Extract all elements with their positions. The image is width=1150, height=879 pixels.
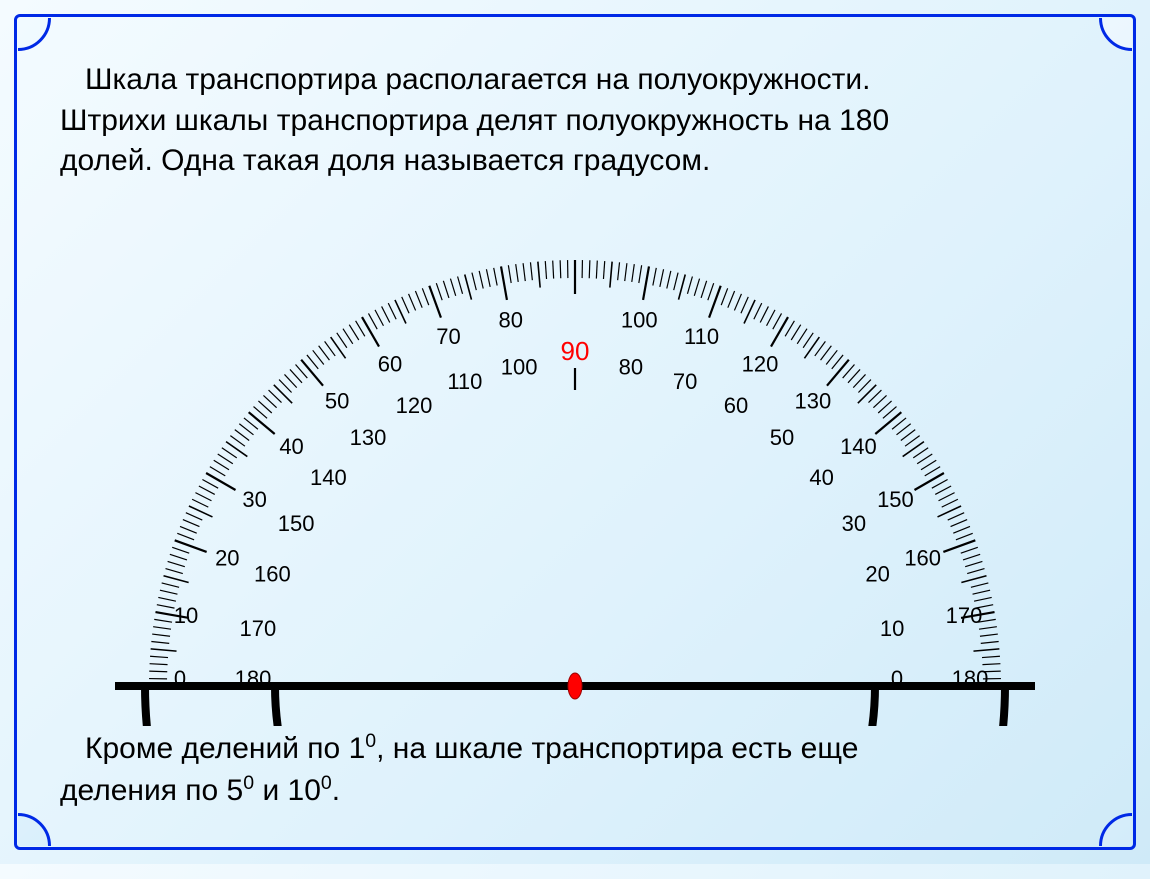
bottom-after1: , на шкале транспортира есть еще [376, 732, 858, 765]
svg-text:70: 70 [673, 369, 697, 394]
svg-text:150: 150 [278, 511, 315, 536]
svg-text:40: 40 [809, 465, 833, 490]
svg-text:100: 100 [621, 307, 658, 332]
svg-text:100: 100 [501, 355, 538, 380]
svg-text:50: 50 [325, 388, 349, 413]
svg-text:110: 110 [684, 324, 719, 349]
bottom-line2-prefix: деления по 5 [60, 774, 243, 807]
svg-text:20: 20 [215, 545, 239, 570]
top-line1: Шкала транспортира располагается на полу… [85, 63, 870, 96]
svg-text:180: 180 [952, 666, 989, 691]
svg-text:130: 130 [794, 388, 831, 413]
svg-text:170: 170 [946, 603, 983, 628]
top-line2: Штрихи шкалы транспортира делят полуокру… [60, 104, 889, 137]
svg-text:10: 10 [174, 603, 198, 628]
svg-text:140: 140 [310, 465, 347, 490]
svg-text:90: 90 [561, 336, 590, 366]
svg-text:130: 130 [350, 425, 387, 450]
svg-text:160: 160 [904, 545, 941, 570]
svg-text:150: 150 [877, 487, 914, 512]
sup-0a: 0 [365, 730, 376, 752]
svg-text:160: 160 [254, 562, 291, 587]
svg-text:110: 110 [447, 369, 482, 394]
svg-text:180: 180 [235, 666, 272, 691]
bottom-paragraph: Кроме делений по 10, на шкале транспорти… [60, 728, 1090, 811]
svg-text:80: 80 [619, 355, 643, 380]
svg-text:140: 140 [840, 434, 877, 459]
sup-0c: 0 [321, 772, 332, 794]
svg-text:170: 170 [240, 616, 277, 641]
svg-text:10: 10 [880, 616, 904, 641]
svg-text:80: 80 [499, 307, 523, 332]
sup-0b: 0 [243, 772, 254, 794]
svg-text:40: 40 [279, 434, 303, 459]
svg-text:70: 70 [436, 324, 460, 349]
svg-text:50: 50 [770, 425, 794, 450]
top-line3: долей. Одна такая доля называется градус… [60, 144, 710, 177]
top-paragraph: Шкала транспортира располагается на полу… [60, 60, 1090, 182]
svg-text:30: 30 [842, 511, 866, 536]
svg-text:0: 0 [174, 666, 186, 691]
bottom-prefix: Кроме делений по 1 [85, 732, 365, 765]
svg-text:60: 60 [378, 351, 402, 376]
svg-text:20: 20 [865, 562, 889, 587]
bottom-end: . [332, 774, 340, 807]
protractor-diagram: 0102030405060708010011012013014015016017… [105, 226, 1045, 726]
svg-text:30: 30 [242, 487, 266, 512]
svg-text:0: 0 [891, 666, 903, 691]
svg-text:120: 120 [396, 393, 433, 418]
svg-text:60: 60 [724, 393, 748, 418]
svg-text:120: 120 [742, 351, 779, 376]
bottom-between: и 10 [254, 774, 321, 807]
